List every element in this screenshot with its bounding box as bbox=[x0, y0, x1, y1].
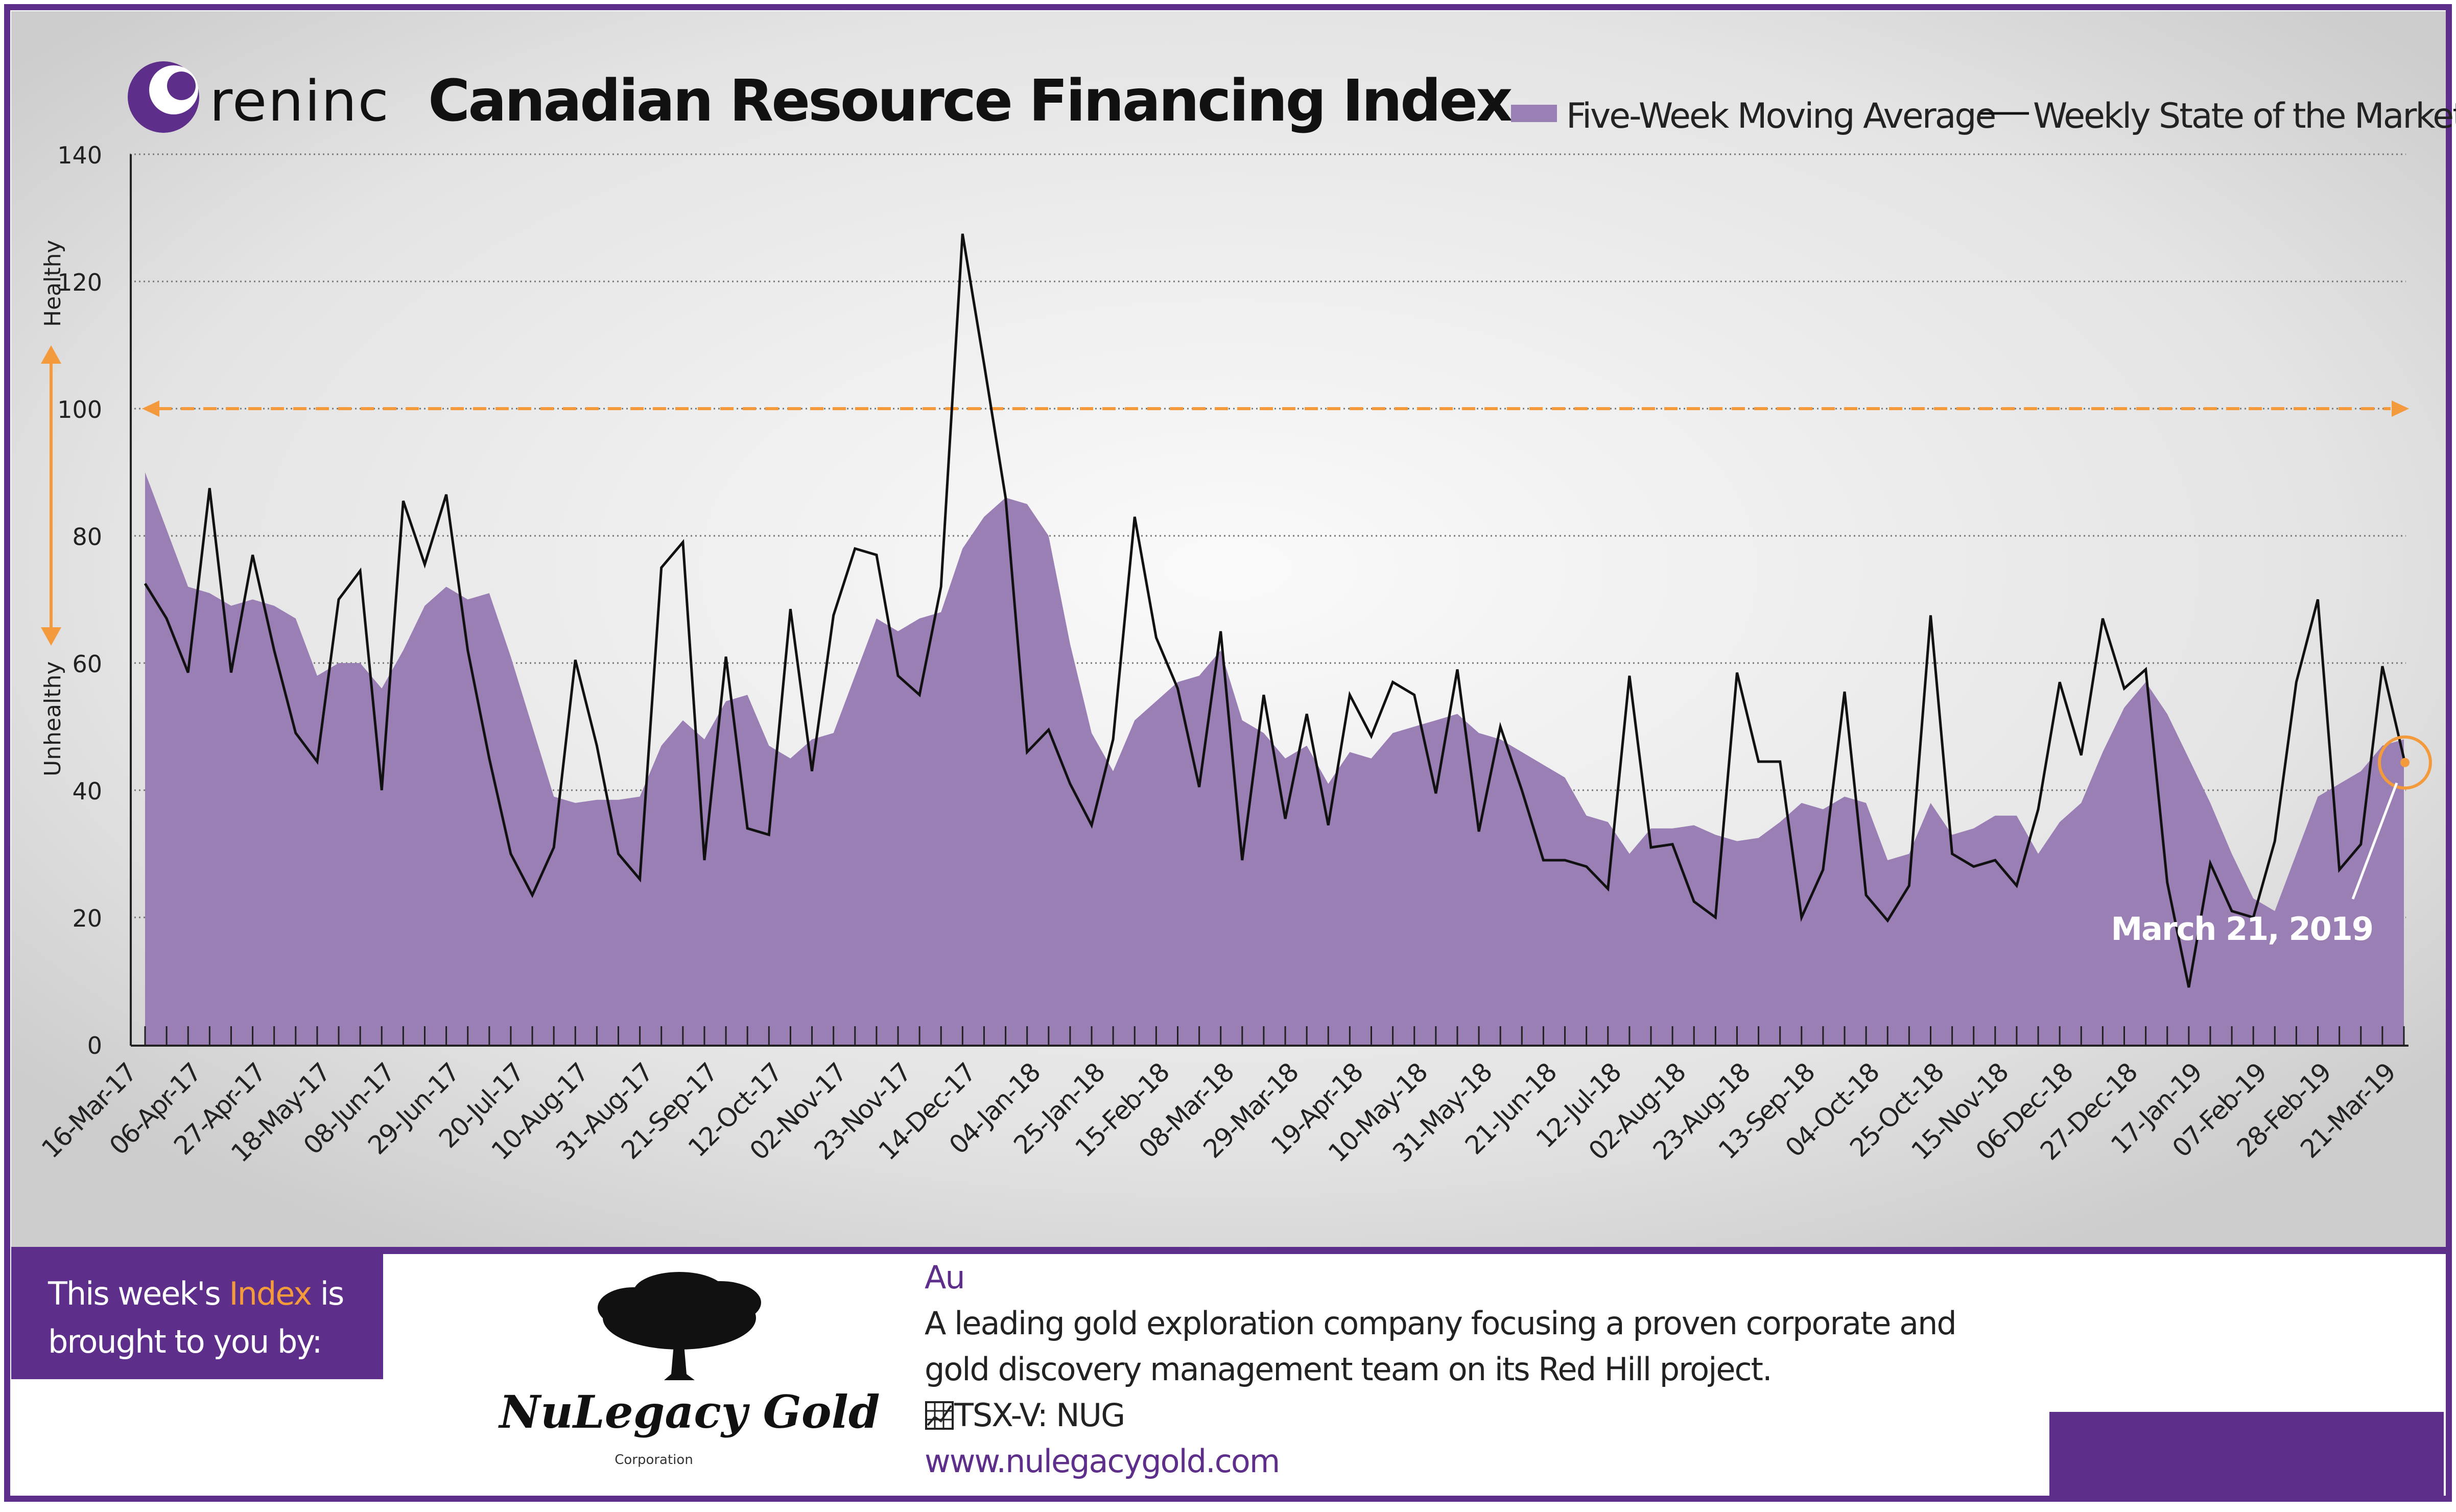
y-label-unhealthy: Unhealthy bbox=[40, 662, 66, 776]
chart-icon bbox=[925, 1401, 954, 1430]
y-tick-label: 140 bbox=[57, 141, 102, 169]
highlight-dot bbox=[2400, 758, 2410, 767]
y-tick-label: 60 bbox=[72, 650, 102, 678]
nulegacy-logo: NuLegacy Gold Corporation bbox=[498, 1272, 880, 1468]
annotation-leader-line bbox=[2351, 782, 2398, 900]
corner-decoration bbox=[2049, 1412, 2444, 1499]
sponsor-index-highlight: Index bbox=[229, 1275, 312, 1312]
y-tick-label: 100 bbox=[57, 396, 102, 423]
health-arrow-icon bbox=[41, 345, 61, 646]
legend-line-label: Weekly State of the Market bbox=[2033, 96, 2456, 136]
sponsor-banner: This week's Index is brought to you by: bbox=[11, 1250, 383, 1379]
company-ticker: TSX-V: NUG bbox=[954, 1397, 1125, 1434]
sponsor-line-prefix: This week's bbox=[48, 1275, 229, 1312]
logo-company-sub: Corporation bbox=[615, 1452, 693, 1468]
chart-title: Canadian Resource Financing Index bbox=[428, 68, 1512, 134]
reninc-logo-icon bbox=[128, 61, 199, 133]
sponsor-line-suffix: is bbox=[311, 1275, 345, 1312]
company-symbol: Au bbox=[925, 1259, 965, 1296]
series-weekly-state-of-the-market bbox=[144, 233, 2405, 988]
company-info: Au A leading gold exploration company fo… bbox=[925, 1255, 2048, 1484]
sponsor-line-2: brought to you by: bbox=[48, 1323, 322, 1360]
legend-area-swatch bbox=[1511, 105, 1557, 122]
threshold-arrow-right-icon bbox=[2392, 400, 2409, 417]
annotation-label: March 21, 2019 bbox=[2111, 910, 2373, 948]
y-tick-label: 120 bbox=[57, 269, 102, 296]
company-desc-2: gold discovery management team on its Re… bbox=[925, 1351, 1773, 1388]
threshold-arrow-left-icon bbox=[142, 400, 159, 417]
brand-name: reninc bbox=[209, 68, 390, 134]
company-ticker-row: TSX-V: NUG bbox=[925, 1392, 2048, 1438]
logo-company-name: NuLegacy Gold bbox=[498, 1385, 880, 1438]
company-url-link[interactable]: www.nulegacygold.com bbox=[925, 1443, 1280, 1480]
legend-area-label: Five-Week Moving Average bbox=[1566, 96, 1995, 136]
y-label-healthy: Healthy bbox=[40, 240, 66, 327]
company-desc-1: A leading gold exploration company focus… bbox=[925, 1305, 1957, 1342]
y-tick-label: 20 bbox=[72, 905, 102, 932]
highlight-circle-icon bbox=[2378, 735, 2432, 790]
y-tick-label: 0 bbox=[87, 1032, 102, 1059]
y-tick-label: 80 bbox=[72, 523, 102, 551]
tree-icon bbox=[598, 1272, 761, 1380]
y-tick-label: 40 bbox=[72, 777, 102, 805]
outer-border bbox=[4, 4, 2452, 1502]
